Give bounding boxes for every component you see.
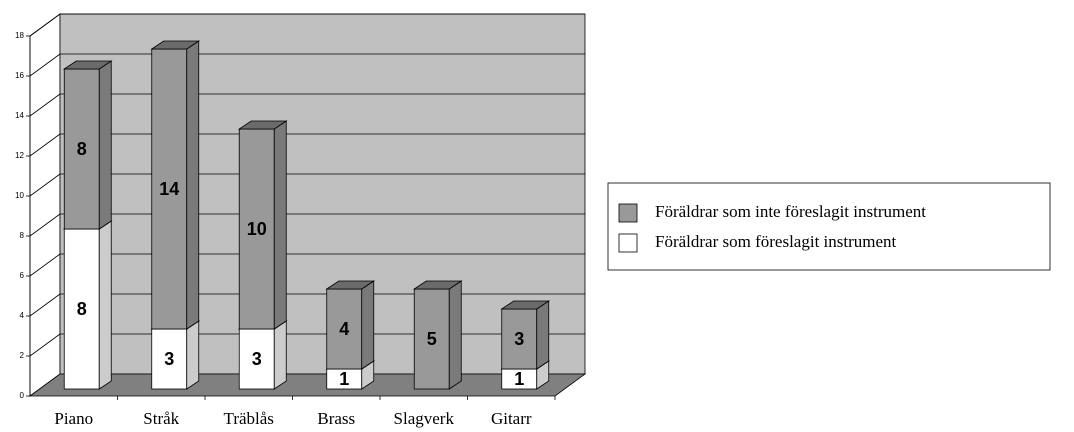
grid-line [29, 13, 61, 37]
bar-top [412, 280, 463, 290]
bar-segment [151, 48, 188, 330]
y-tick-label: 18 [15, 31, 24, 40]
x-tick-label: Stråk [143, 409, 179, 428]
x-tick-label: Piano [54, 409, 93, 428]
x-tick-label: Träblås [224, 409, 274, 428]
bar-segment [238, 128, 275, 330]
value-label: 4 [339, 319, 349, 339]
value-label: 8 [77, 299, 87, 319]
grid-line [29, 253, 61, 277]
bar-side [98, 220, 112, 390]
value-label: 5 [427, 329, 437, 349]
bar-side [536, 300, 550, 370]
bar-top [325, 280, 376, 290]
bar-side [448, 280, 462, 390]
value-label: 10 [247, 219, 267, 239]
value-label: 3 [514, 329, 524, 349]
bar-top [150, 40, 201, 50]
y-tick-label: 2 [20, 351, 25, 360]
grid-line [29, 333, 61, 357]
y-tick-label: 10 [15, 191, 24, 200]
value-label: 1 [514, 369, 524, 389]
grid-line [29, 133, 61, 157]
legend-label: Föräldrar som föreslagit instrument [655, 232, 897, 251]
bar-side [186, 320, 200, 390]
bar-segment [501, 308, 538, 370]
x-tick-label: Brass [317, 409, 355, 428]
legend-label: Föräldrar som inte föreslagit instrument [655, 202, 926, 221]
x-tick-label: Slagverk [394, 409, 455, 428]
value-label: 1 [339, 369, 349, 389]
bar-side [186, 40, 200, 330]
y-tick-label: 8 [20, 231, 25, 240]
bar-top [62, 60, 113, 70]
bar-segment [326, 288, 363, 370]
legend-swatch [618, 233, 638, 253]
bar-top [237, 120, 288, 130]
y-tick-label: 4 [20, 311, 25, 320]
y-tick-label: 12 [15, 151, 24, 160]
y-tick-label: 0 [20, 391, 25, 400]
grid-line [29, 213, 61, 237]
grid-line [29, 293, 61, 317]
bar-top [500, 300, 551, 310]
value-label: 14 [159, 179, 179, 199]
side-wall [29, 13, 61, 397]
value-label: 3 [164, 349, 174, 369]
legend-swatch [618, 203, 638, 223]
bar-side [273, 320, 287, 390]
y-tick-label: 16 [15, 71, 24, 80]
x-tick-label: Gitarr [491, 409, 532, 428]
value-label: 8 [77, 139, 87, 159]
grid-line [29, 53, 61, 77]
grid-line [29, 173, 61, 197]
bar-side [273, 120, 287, 330]
y-tick-label: 6 [20, 271, 25, 280]
y-tick-label: 14 [15, 111, 24, 120]
bar-segment [151, 328, 188, 390]
bar-side [361, 280, 375, 370]
value-label: 3 [252, 349, 262, 369]
grid-line [29, 93, 61, 117]
legend [607, 182, 1051, 271]
bar-side [98, 60, 112, 230]
